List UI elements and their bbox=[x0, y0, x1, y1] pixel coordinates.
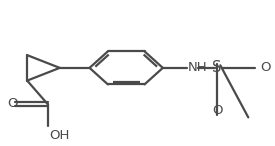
Text: O: O bbox=[212, 104, 222, 117]
Text: OH: OH bbox=[49, 129, 69, 142]
Text: S: S bbox=[212, 60, 222, 75]
Text: O: O bbox=[7, 97, 18, 111]
Text: NH: NH bbox=[188, 61, 208, 74]
Text: O: O bbox=[260, 61, 271, 74]
